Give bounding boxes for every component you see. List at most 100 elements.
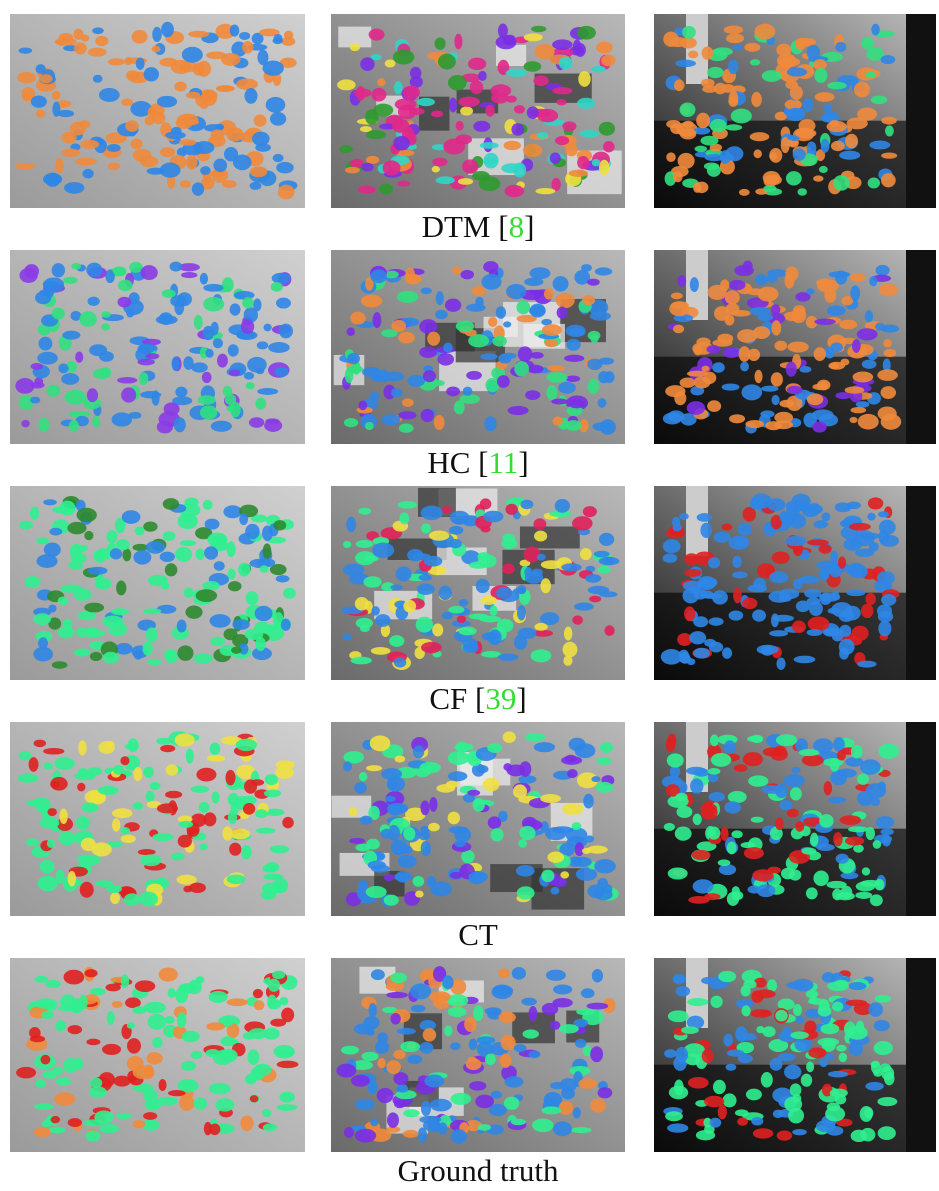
track-blob: [211, 421, 232, 432]
track-blob: [125, 744, 139, 750]
track-blob: [227, 875, 246, 885]
track-blob: [133, 650, 142, 659]
track-blob: [34, 1127, 51, 1137]
track-blob: [373, 312, 382, 328]
track-blob: [179, 821, 193, 828]
track-blob: [188, 31, 209, 38]
track-blob: [33, 613, 51, 625]
track-blob: [592, 969, 603, 982]
track-blob: [213, 158, 227, 172]
track-blob: [403, 600, 416, 613]
track-blob: [855, 892, 872, 899]
track-blob: [472, 171, 490, 181]
track-blob: [525, 390, 540, 400]
track-blob: [246, 591, 259, 605]
track-blob: [836, 854, 849, 864]
track-blob: [710, 983, 723, 989]
track-blob: [454, 400, 465, 414]
track-blob: [857, 773, 869, 784]
track-blob: [563, 655, 572, 666]
track-blob: [180, 540, 196, 546]
track-blob: [835, 502, 852, 512]
track-blob: [35, 976, 49, 983]
track-blob: [879, 283, 898, 296]
track-blob: [226, 541, 235, 557]
track-blob: [537, 554, 546, 561]
image-panel: [331, 14, 625, 208]
track-blob: [57, 110, 74, 117]
track-blob: [839, 1053, 848, 1062]
track-blob: [238, 563, 250, 577]
track-blob: [546, 372, 567, 383]
track-blob: [133, 767, 142, 781]
track-blob: [375, 614, 391, 627]
track-blob: [107, 530, 118, 543]
track-blob: [734, 764, 748, 772]
track-blob: [257, 388, 278, 395]
track-blob: [200, 406, 217, 420]
track-blob: [180, 180, 191, 187]
track-blob: [679, 513, 688, 520]
track-blob: [226, 127, 243, 141]
track-blob: [801, 1074, 812, 1087]
track-blob: [743, 261, 753, 272]
track-blob: [779, 400, 794, 408]
track-blob: [424, 556, 442, 567]
track-blob: [804, 589, 821, 598]
track-blob: [196, 768, 216, 782]
track-blob: [381, 329, 398, 337]
track-blob: [281, 1008, 294, 1023]
track-blob: [819, 544, 832, 553]
track-blob: [112, 266, 126, 275]
track-blob: [360, 625, 370, 632]
track-blob: [483, 158, 497, 164]
track-blob: [363, 1016, 379, 1029]
track-blob: [399, 512, 409, 524]
track-blob: [807, 393, 823, 405]
track-blob: [432, 380, 445, 386]
track-blob: [381, 829, 393, 839]
track-blob: [852, 626, 869, 641]
track-blob: [210, 742, 221, 755]
track-blob: [388, 780, 397, 788]
track-blob: [704, 1096, 724, 1107]
track-blob: [203, 284, 223, 292]
track-blob: [157, 421, 173, 434]
track-blob: [848, 826, 868, 832]
track-blob: [116, 580, 126, 595]
track-blob: [381, 414, 400, 425]
sign: [906, 250, 936, 444]
track-blob: [366, 765, 382, 771]
track-blob: [750, 59, 761, 65]
track-blob: [19, 395, 34, 410]
track-blob: [754, 370, 762, 383]
track-blob: [262, 883, 282, 894]
track-blob: [832, 1002, 843, 1012]
track-blob: [513, 784, 527, 798]
track-blob: [880, 1063, 892, 1072]
track-blob: [80, 140, 99, 149]
track-blob: [878, 782, 886, 790]
track-blob: [260, 565, 269, 572]
track-blob: [366, 130, 386, 139]
track-blob: [485, 1007, 502, 1015]
track-blob: [194, 1097, 207, 1109]
caption-text: ]: [516, 681, 526, 716]
track-blob: [814, 347, 826, 361]
track-blob: [475, 1095, 494, 1109]
track-blob: [442, 506, 451, 513]
track-blob: [282, 817, 293, 829]
track-blob: [419, 319, 437, 334]
track-blob: [569, 170, 588, 177]
track-blob: [567, 769, 578, 778]
track-blob: [256, 828, 276, 834]
track-blob: [344, 1127, 354, 1138]
track-blob: [573, 39, 582, 54]
track-blob: [473, 121, 490, 132]
track-blob: [566, 325, 586, 337]
track-blob: [86, 1039, 100, 1046]
image-panel: [331, 250, 625, 444]
track-blob: [41, 1011, 54, 1019]
track-blob: [448, 75, 467, 90]
track-blob: [688, 1077, 709, 1089]
